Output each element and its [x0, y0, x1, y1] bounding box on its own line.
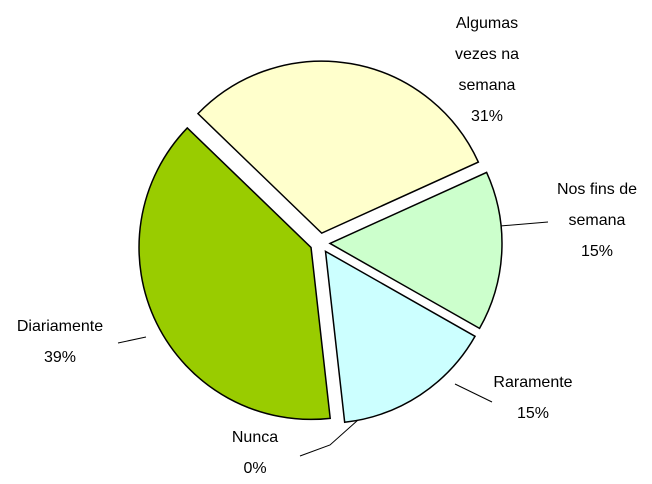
value-label: 15%	[516, 405, 550, 422]
category-label: Algumas vezes na semana	[454, 15, 520, 94]
value-label: 39%	[43, 349, 77, 366]
value-label: 31%	[470, 108, 504, 125]
category-label: Diariamente	[16, 318, 104, 335]
pie-slice	[196, 60, 480, 235]
value-label: 15%	[580, 243, 614, 260]
page: {"chart_data": {"type": "pie", "categori…	[5, 8, 647, 477]
pie-slice	[328, 171, 503, 330]
leader-line	[117, 336, 147, 344]
slice-label: Raramente 15%	[478, 367, 588, 429]
leader-line	[499, 221, 549, 227]
category-label: Raramente	[493, 374, 573, 391]
slice-label: Algumas vezes na semana 31%	[442, 8, 532, 132]
slice-label: Nunca 0%	[215, 422, 295, 484]
slice-label: Diariamente 39%	[5, 311, 115, 373]
category-label: Nos fins de semana	[556, 181, 638, 229]
pie-slice	[138, 126, 332, 421]
pie-slice	[321, 252, 341, 424]
leader-line	[454, 383, 493, 403]
category-label: Nunca	[231, 429, 279, 446]
leader-line	[299, 419, 359, 457]
chart	[117, 60, 549, 457]
pie-slice	[324, 249, 477, 424]
value-label: 0%	[243, 460, 267, 477]
slice-label: Nos fins de semana 15%	[547, 174, 647, 267]
